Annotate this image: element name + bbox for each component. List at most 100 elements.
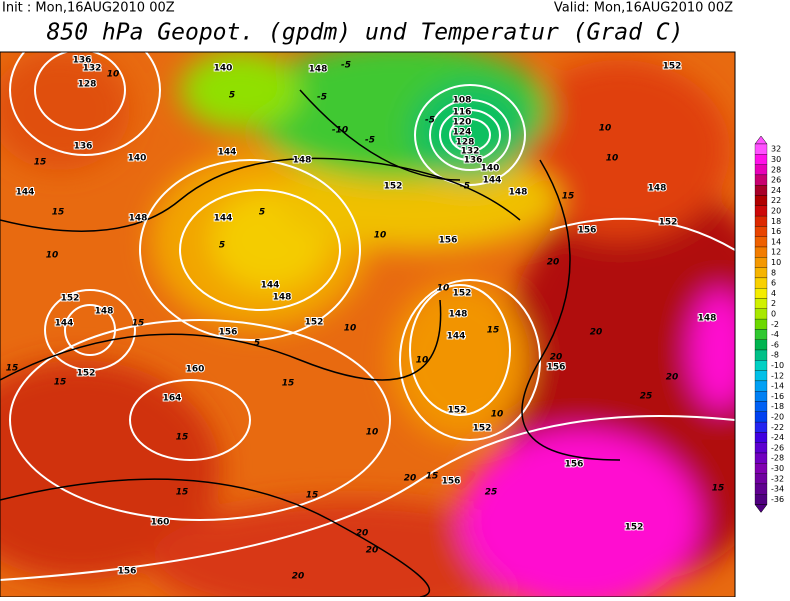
geopotential-label: 132	[461, 147, 480, 157]
temperature-label: 25	[640, 392, 653, 402]
colorbar-label: 14	[771, 237, 781, 246]
temperature-label: 15	[52, 208, 65, 218]
geopotential-label: 156	[578, 226, 597, 236]
colorbar-swatch	[754, 463, 768, 474]
geopotential-label: 156	[118, 567, 137, 577]
colorbar-label: -6	[771, 340, 779, 349]
colorbar-swatch	[754, 288, 768, 299]
colorbar-swatch	[754, 205, 768, 217]
temperature-label: 15	[176, 488, 189, 498]
geopotential-label: 120	[453, 118, 472, 128]
colorbar-swatch	[754, 257, 768, 268]
colorbar-swatch	[754, 236, 768, 248]
geopotential-label: 152	[625, 523, 644, 533]
colorbar-swatch	[754, 421, 768, 433]
temperature-label: -5	[317, 93, 327, 103]
geopotential-label: 144	[218, 148, 237, 158]
temperature-label: 20	[292, 572, 305, 582]
colorbar-label: -20	[771, 412, 784, 421]
temperature-label: 20	[356, 529, 369, 539]
temperature-label: 25	[485, 488, 498, 498]
geopotential-label: 156	[547, 363, 566, 373]
colorbar-label: 20	[771, 206, 781, 215]
colorbar-bottom	[754, 504, 768, 513]
temperature-label: -5	[460, 182, 470, 192]
colorbar-label: -26	[771, 443, 784, 452]
colorbar-swatch	[754, 473, 768, 485]
colorbar-swatch	[754, 318, 768, 330]
colorbar-label: 26	[771, 176, 781, 185]
colorbar-top	[754, 135, 768, 145]
map	[0, 52, 735, 597]
temperature-label: 10	[46, 251, 59, 261]
colorbar-label: 8	[771, 268, 776, 277]
geopotential-label: 152	[453, 289, 472, 299]
temperature-label: 10	[344, 324, 357, 334]
colorbar-swatch	[754, 195, 768, 206]
colorbar-swatch	[754, 349, 768, 361]
temperature-label: 20	[550, 353, 563, 363]
colorbar-label: -12	[771, 371, 784, 380]
geopotential-label: 144	[214, 214, 233, 224]
geopotential-label: 132	[83, 64, 102, 74]
geopotential-label: 108	[453, 96, 472, 106]
colorbar-label: -30	[771, 464, 784, 473]
geopotential-label: 152	[448, 406, 467, 416]
geopotential-label: 144	[261, 281, 280, 291]
geopotential-label: 116	[453, 108, 472, 118]
temperature-label: 20	[366, 546, 379, 556]
geopotential-label: 164	[163, 394, 182, 404]
map-title: 850 hPa Geopot. (gpdm) und Temperatur (G…	[47, 20, 684, 46]
geopotential-label: 152	[77, 369, 96, 379]
geopotential-label: 148	[95, 307, 114, 317]
valid-time: Valid: Mon,16AUG2010 00Z	[554, 1, 733, 16]
temperature-label: 15	[34, 158, 47, 168]
colorbar-label: -10	[771, 361, 784, 370]
colorbar-swatch	[754, 329, 768, 340]
colorbar-label: -22	[771, 423, 784, 432]
colorbar-swatch	[754, 143, 768, 155]
colorbar-label: -28	[771, 454, 784, 463]
temperature-label: 10	[416, 356, 429, 366]
temperature-label: -5	[425, 116, 435, 126]
geopotential-label: 156	[439, 236, 458, 246]
colorbar-label: 4	[771, 289, 776, 298]
temperature-label: 15	[562, 192, 575, 202]
temperature-label: 15	[132, 319, 145, 329]
geopotential-label: 144	[16, 188, 35, 198]
geopotential-label: 136	[73, 56, 92, 66]
colorbar-swatch	[754, 226, 768, 237]
temperature-label: 10	[374, 231, 387, 241]
colorbar-swatch	[754, 185, 768, 196]
geopotential-label: 128	[78, 80, 97, 90]
temperature-label: 15	[306, 491, 319, 501]
colorbar-swatch	[754, 298, 768, 309]
colorbar-label: 30	[771, 155, 781, 164]
temperature-label: 20	[666, 373, 679, 383]
geopotential-label: 160	[151, 518, 170, 528]
colorbar-label: -32	[771, 474, 784, 483]
colorbar-label: -14	[771, 382, 784, 391]
geopotential-label: 148	[449, 310, 468, 320]
colorbar-swatch	[754, 277, 768, 289]
colorbar-swatch	[754, 360, 768, 371]
geopotential-label: 140	[128, 154, 147, 164]
colorbar-swatch	[754, 442, 768, 454]
geopotential-label: 128	[456, 138, 475, 148]
geopotential-label: 148	[698, 314, 717, 324]
colorbar-swatch	[754, 411, 768, 423]
colorbar-swatch	[754, 432, 768, 443]
geopotential-label: 152	[305, 318, 324, 328]
colorbar-swatch	[754, 339, 768, 351]
colorbar-label: 24	[771, 186, 781, 195]
colorbar-swatch	[754, 370, 768, 382]
geopotential-label: 152	[384, 182, 403, 192]
geopotential-label: 144	[483, 176, 502, 186]
colorbar-swatch	[754, 308, 768, 320]
colorbar-label: 18	[771, 217, 781, 226]
temperature-label: 5	[219, 241, 225, 251]
colorbar-swatch	[754, 174, 768, 186]
colorbar-label: -16	[771, 392, 784, 401]
geopotential-label: 136	[74, 142, 93, 152]
colorbar-label: 10	[771, 258, 781, 267]
